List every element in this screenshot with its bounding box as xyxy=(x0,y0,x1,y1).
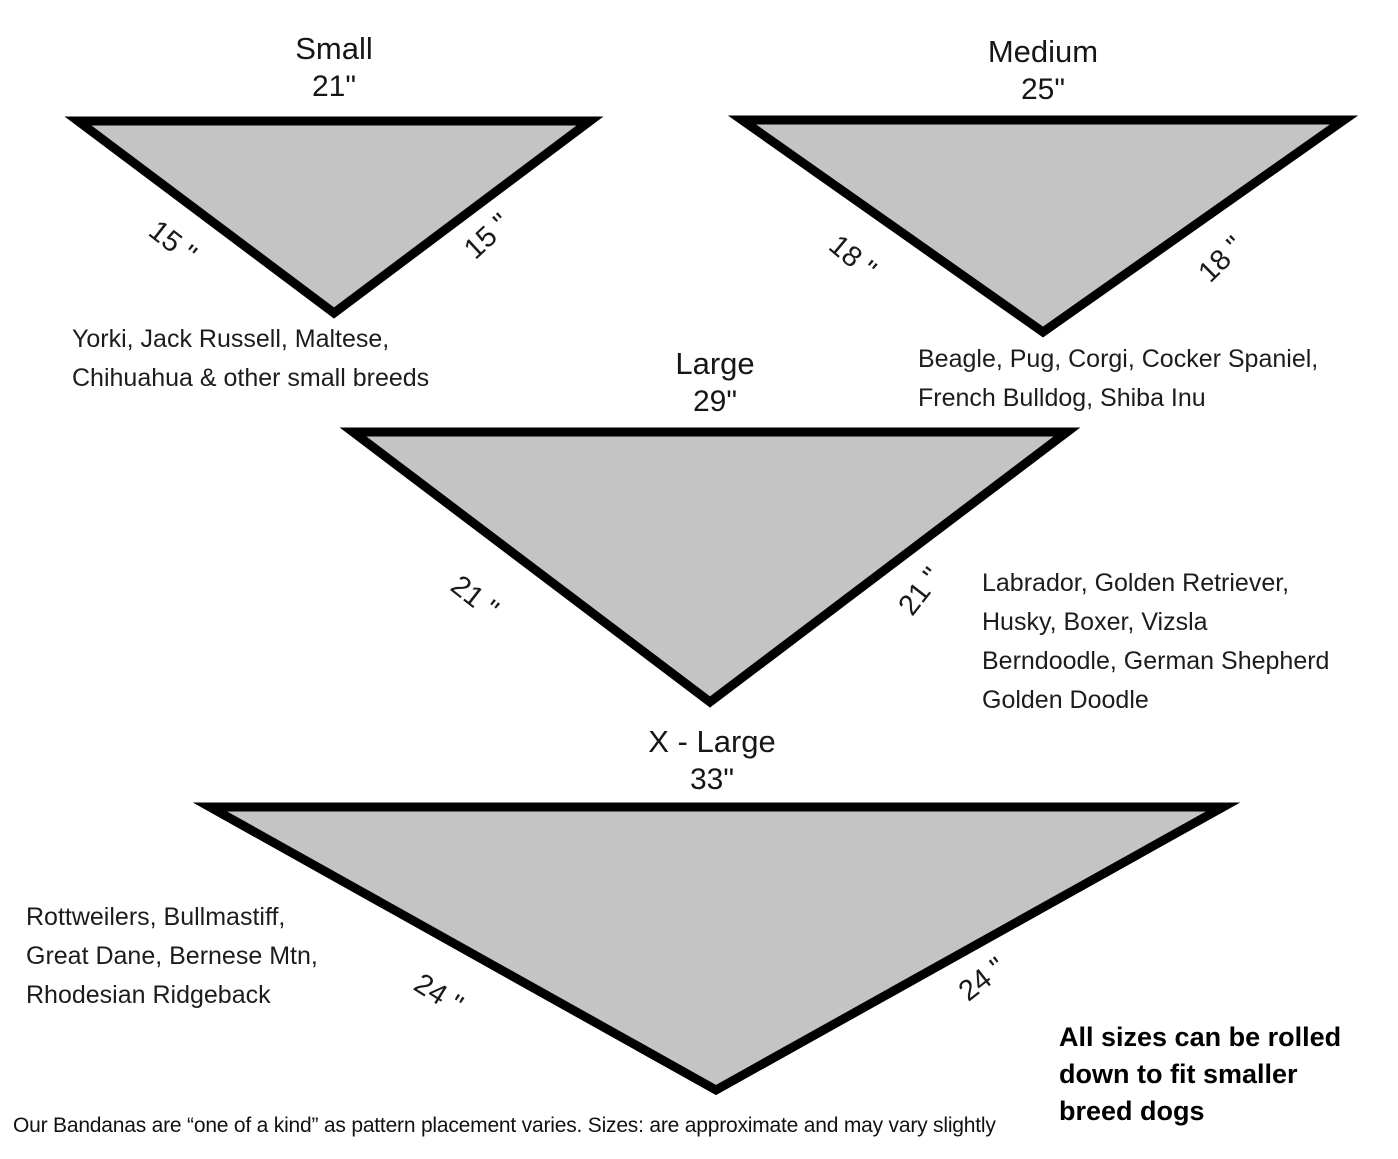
large-breeds-line-4: Golden Doodle xyxy=(982,686,1149,714)
medium-title: Medium 25" xyxy=(883,33,1203,109)
xlarge-breeds-line-2: Great Dane, Bernese Mtn, xyxy=(26,942,318,970)
small-bandana-triangle xyxy=(64,116,604,319)
pattern-disclaimer: Our Bandanas are “one of a kind” as patt… xyxy=(13,1114,996,1137)
rolled-down-note-line-2: down to fit smaller xyxy=(1059,1059,1298,1089)
xlarge-breeds-line-1: Rottweilers, Bullmastiff, xyxy=(26,903,286,931)
small-title: Small 21" xyxy=(174,30,494,106)
rolled-down-note-line-3: breed dogs xyxy=(1059,1096,1205,1126)
medium-breeds-line-2: French Bulldog, Shiba Inu xyxy=(918,384,1206,412)
large-breeds-line-1: Labrador, Golden Retriever, xyxy=(982,569,1290,597)
xlarge-title: X - Large 33" xyxy=(552,723,872,799)
medium-top-width: 25" xyxy=(1020,73,1066,106)
large-breeds-line-2: Husky, Boxer, Vizsla xyxy=(982,608,1208,636)
xlarge-size-name: X - Large xyxy=(648,724,776,759)
small-breeds-line-1: Yorki, Jack Russell, Maltese, xyxy=(72,325,390,353)
small-breeds-list: Yorki, Jack Russell, Maltese, Chihuahua … xyxy=(72,320,429,398)
xlarge-bandana-triangle xyxy=(192,802,1241,1096)
xlarge-breeds-line-3: Rhodesian Ridgeback xyxy=(26,981,271,1009)
medium-bandana-triangle xyxy=(727,115,1359,338)
rolled-down-note-line-1: All sizes can be rolled xyxy=(1059,1022,1342,1052)
large-top-width: 29" xyxy=(692,385,738,418)
medium-breeds-list: Beagle, Pug, Corgi, Cocker Spaniel, Fren… xyxy=(918,340,1318,418)
rolled-down-note: All sizes can be rolled down to fit smal… xyxy=(1059,1019,1341,1130)
large-bandana-triangle xyxy=(339,427,1081,708)
large-title: Large 29" xyxy=(555,345,875,421)
xlarge-breeds-list: Rottweilers, Bullmastiff, Great Dane, Be… xyxy=(26,898,318,1015)
xlarge-top-width: 33" xyxy=(689,763,735,796)
large-size-name: Large xyxy=(675,346,755,381)
small-breeds-line-2: Chihuahua & other small breeds xyxy=(72,364,430,392)
small-top-width: 21" xyxy=(311,70,357,103)
medium-size-name: Medium xyxy=(987,34,1099,69)
large-breeds-list: Labrador, Golden Retriever, Husky, Boxer… xyxy=(982,564,1329,720)
small-size-name: Small xyxy=(295,31,373,66)
large-breeds-line-3: Berndoodle, German Shepherd xyxy=(982,647,1330,675)
medium-breeds-line-1: Beagle, Pug, Corgi, Cocker Spaniel, xyxy=(918,345,1319,373)
